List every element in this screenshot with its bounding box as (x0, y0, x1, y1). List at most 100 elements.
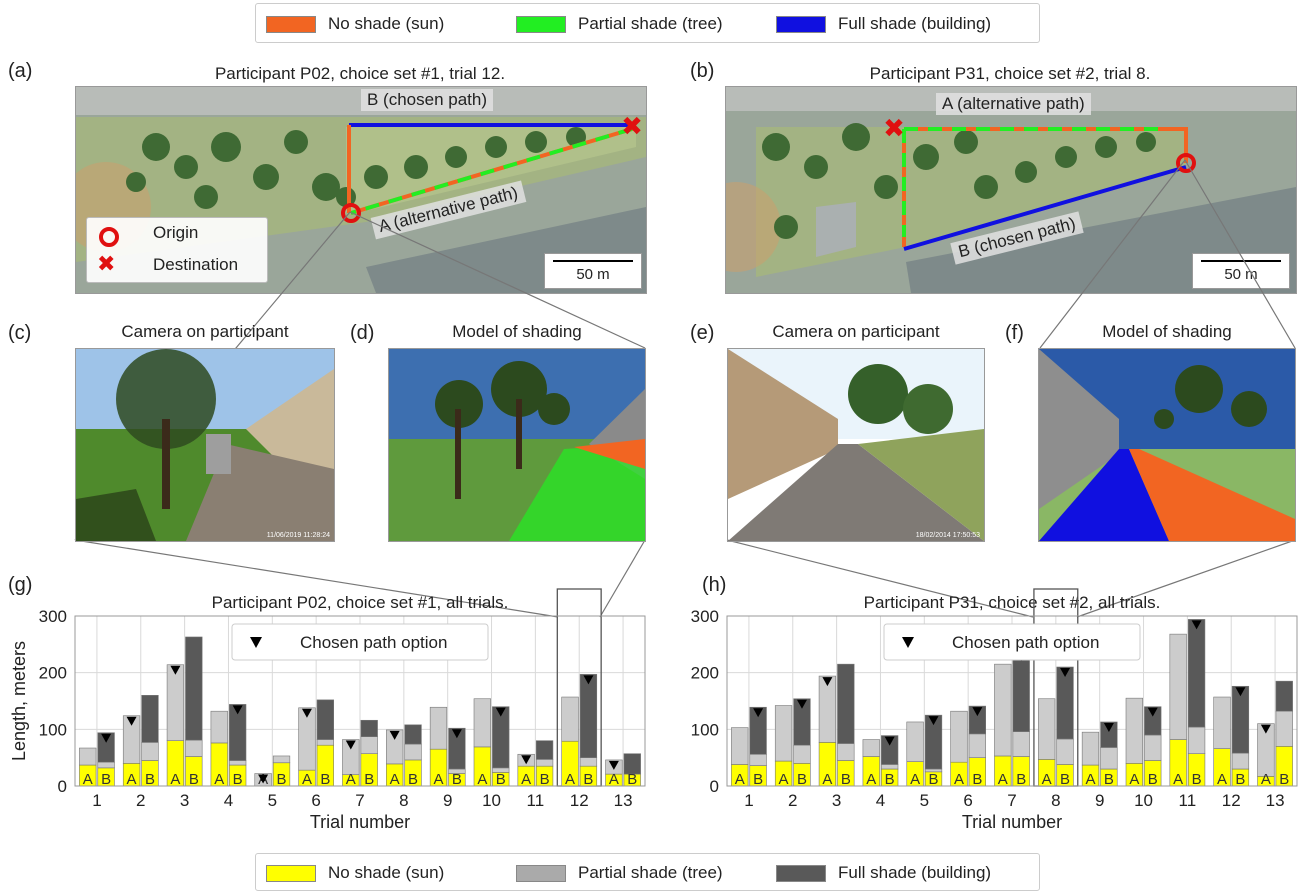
bar-segment-partial (404, 743, 422, 761)
chosen-marker (521, 755, 532, 765)
bar-option-label: A (390, 771, 400, 788)
bar-option-label: A (609, 771, 619, 788)
bar-segment-full (535, 740, 554, 760)
bar-option-label: B (320, 771, 330, 788)
photo-c-drawing (76, 349, 334, 541)
bar-option-label: B (540, 771, 550, 788)
bar-option-label: B (753, 771, 763, 788)
bar-segment-full (141, 695, 159, 743)
bar-segment-full (448, 727, 466, 770)
y-tick-label: 0 (58, 777, 67, 796)
bar-option-label: A (346, 771, 356, 788)
bar-segment-full (1056, 666, 1074, 740)
bar-segment-partial (1231, 752, 1250, 770)
bar-segment-partial (906, 721, 924, 762)
scale-line (1201, 260, 1281, 262)
chart-legend (883, 623, 1141, 661)
bar-option-label: B (1060, 771, 1070, 788)
panel-title-e: Camera on participant (772, 322, 940, 341)
x-tick-label: 11 (527, 791, 545, 810)
model-d-drawing (389, 349, 645, 541)
bar-option-label: B (1104, 771, 1114, 788)
bar-segment-partial (837, 743, 855, 761)
panel-letter-d: (d) (350, 322, 375, 344)
bar-option-label: A (910, 771, 920, 788)
panel-letter-c: (c) (8, 322, 32, 344)
bar-option-label: B (496, 771, 506, 788)
bar-segment-partial (1012, 731, 1030, 757)
x-tick-label: 4 (876, 791, 885, 810)
legend-item-full-shade: Full shade (building) (776, 863, 991, 883)
chosen-marker (451, 729, 462, 739)
chosen-marker (753, 708, 764, 718)
bar-segment-partial (862, 739, 880, 757)
x-tick-label: 2 (136, 791, 145, 810)
x-tick-label: 1 (92, 791, 101, 810)
bar-segment-partial (881, 764, 899, 770)
bar-option-label: B (1016, 771, 1026, 788)
chart-legend-label: Chosen path option (952, 633, 1099, 652)
legend-label: No shade (sun) (328, 14, 445, 33)
bar-segment-full (749, 706, 767, 755)
bar-segment-full (360, 719, 378, 737)
chart-legend-label: Chosen path option (300, 633, 447, 652)
legend-swatch (516, 864, 566, 882)
panel-title-f: Model of shading (1102, 322, 1232, 341)
bar-segment-partial (1257, 723, 1275, 777)
y-tick-label: 200 (691, 664, 719, 683)
x-tick-label: 12 (570, 791, 589, 810)
x-tick-label: 6 (963, 791, 972, 810)
bar-segment-partial (579, 757, 598, 767)
bar-segment-partial (1081, 731, 1100, 766)
chosen-marker (928, 716, 939, 726)
x-tick-label: 7 (1007, 791, 1016, 810)
bar-segment-full (1100, 721, 1118, 748)
bar-segment-partial (749, 753, 767, 766)
photo-e-drawing (728, 349, 984, 541)
bar-option-label: B (101, 771, 111, 788)
x-tick-label: 9 (443, 791, 452, 810)
chart-legend (231, 623, 489, 661)
y-tick-label: 100 (691, 720, 719, 739)
panel-title-d: Model of shading (452, 322, 582, 341)
plot-frame (726, 615, 1298, 787)
bar-segment-full (1231, 685, 1250, 754)
chosen-marker (232, 705, 243, 715)
destination-icon: ✖ (97, 251, 116, 276)
bar-segment-full (881, 735, 899, 765)
chart-g: Participant P02, choice set #1, all tria… (9, 588, 646, 832)
bar-segment-partial (1038, 698, 1056, 760)
bar-segment-full (404, 724, 422, 745)
bar-option-label: A (1217, 771, 1227, 788)
bar-option-label: B (277, 771, 287, 788)
bar-option-label: B (972, 771, 982, 788)
chosen-marker (1147, 707, 1158, 717)
y-tick-label: 200 (39, 664, 67, 683)
bar-option-label: B (145, 771, 155, 788)
bar-segment-full (1144, 706, 1162, 736)
scale-line (553, 260, 633, 262)
bar-segment-partial (968, 733, 986, 758)
bar-segment-partial (1213, 696, 1231, 749)
x-tick-label: 11 (1179, 791, 1197, 810)
bar-segment-full (623, 753, 641, 775)
legend-swatch (266, 15, 316, 33)
bar-segment-full (492, 706, 510, 769)
bar-option-label: B (627, 771, 637, 788)
bar-segment-full (1275, 680, 1293, 712)
x-tick-label: 6 (311, 791, 320, 810)
x-tick-label: 7 (355, 791, 364, 810)
bar-segment-full (229, 704, 247, 761)
bar-segment-partial (386, 729, 404, 765)
bar-option-label: A (477, 771, 487, 788)
bar-segment-partial (229, 760, 247, 766)
map-label-path-b: B (chosen path) (361, 89, 494, 111)
bar-segment-partial (793, 744, 811, 764)
top-legend: No shade (sun) Partial shade (tree) Full… (255, 3, 1040, 43)
bar-segment-partial (818, 675, 837, 743)
destination-marker: ✖ (621, 111, 643, 141)
y-tick-label: 300 (691, 607, 719, 626)
bar-segment-full (968, 705, 986, 735)
x-tick-label: 13 (614, 791, 633, 810)
map-panel-b: ✖ A (alternative path) B (chosen path) 5… (725, 86, 1297, 294)
